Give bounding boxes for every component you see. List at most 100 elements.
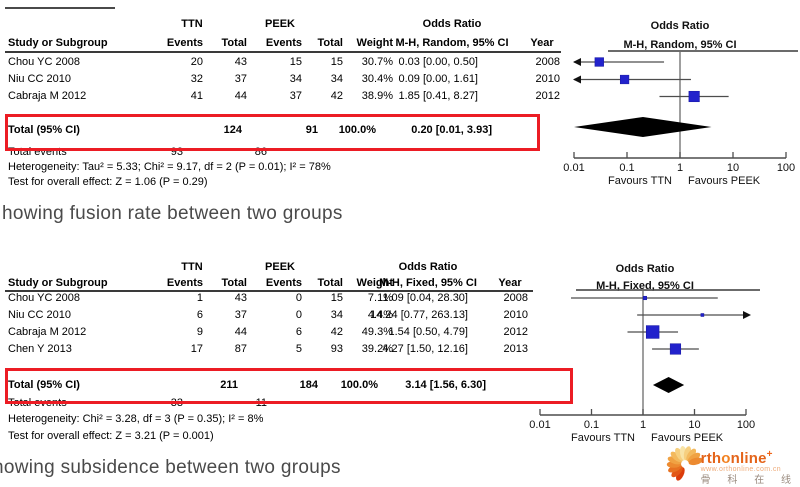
heterogeneity-line: Heterogeneity: Tau² = 5.33; Chi² = 9.17,…	[8, 161, 331, 173]
year-column-header: Year	[530, 37, 554, 49]
logo-petal	[685, 448, 696, 462]
ci-arrow-left	[573, 75, 581, 84]
weight-column-header: Weight	[356, 37, 393, 49]
odds-ratio-ci-value: 0.09 [0.00, 1.61]	[398, 73, 478, 85]
highlight-box-fusion-total	[5, 114, 540, 151]
brand-prefix: rth	[700, 450, 722, 467]
events1-column-header: Events	[166, 277, 203, 289]
watermark-text: rthonline+ www.orthonline.com.cn 骨 科 在 线	[701, 447, 798, 487]
total2-value: 15	[330, 292, 343, 304]
events1-value: 20	[190, 56, 203, 68]
method-column-header: M-H, Random, 95% CI	[395, 37, 509, 49]
events2-value: 37	[289, 90, 302, 102]
total1-value: 44	[234, 90, 247, 102]
x-tick-label: 100	[777, 162, 795, 174]
or-column-title: Odds Ratio	[398, 261, 458, 273]
total1-value: 44	[234, 326, 247, 338]
total1-column-header: Total	[221, 277, 247, 289]
events2-column-header: Events	[265, 37, 302, 49]
table-header-rule	[5, 290, 533, 292]
weight-value: 49.3%	[361, 326, 393, 338]
plot-method-title: M-H, Random, 95% CI	[623, 39, 736, 51]
orthonline-watermark: rthonline+ www.orthonline.com.cn 骨 科 在 线	[663, 443, 798, 487]
total2-value: 34	[330, 73, 343, 85]
odds-ratio-ci-value: 4.27 [1.50, 12.16]	[382, 343, 468, 355]
total2-value: 15	[330, 56, 343, 68]
brand-suffix: nline	[730, 450, 767, 467]
x-tick-label: 1	[677, 162, 683, 174]
study-column-header: Study or Subgroup	[8, 277, 108, 289]
x-tick-label: 10	[727, 162, 739, 174]
brand-plus-icon: +	[766, 449, 773, 460]
odds-ratio-ci-value: 1.54 [0.50, 4.79]	[388, 326, 468, 338]
caption-subsidence: howing subsidence between two groups	[0, 457, 341, 478]
study-marker	[619, 74, 630, 85]
weight-column-header: Weight	[356, 277, 393, 289]
total-row-n2: 91	[305, 124, 318, 136]
events1-value: 41	[190, 90, 203, 102]
pooled-diamond	[652, 377, 685, 393]
favours-left-label: Favours TTN	[608, 175, 672, 187]
year-value: 2013	[503, 343, 528, 355]
events1-value: 6	[196, 309, 203, 321]
crop-artifact-line	[5, 7, 115, 9]
total-row-ci: 3.14 [1.56, 6.30]	[405, 379, 486, 391]
orthonline-logo-icon	[666, 445, 703, 481]
x-tick-label: 0.01	[529, 419, 550, 431]
favours-right-label: Favours PEEK	[651, 432, 724, 444]
year-value: 2010	[503, 309, 528, 321]
events2-value: 5	[295, 343, 302, 355]
x-tick-label: 0.01	[563, 162, 584, 174]
x-tick-label: 10	[688, 419, 700, 431]
group1-header: TTN	[181, 261, 203, 273]
study-name: Niu CC 2010	[8, 73, 71, 85]
logo-petal	[675, 467, 685, 481]
ci-arrow-right	[743, 311, 751, 319]
events2-value: 34	[289, 73, 302, 85]
year-value: 2010	[535, 73, 560, 85]
watermark-brand: rthonline+	[701, 447, 798, 466]
study-name: Chou YC 2008	[8, 56, 80, 68]
study-marker	[688, 90, 700, 103]
year-value: 2012	[503, 326, 528, 338]
study-marker	[645, 325, 660, 339]
total-row-weight: 100.0%	[340, 379, 378, 391]
weight-value: 30.7%	[361, 56, 393, 68]
total1-column-header: Total	[221, 37, 247, 49]
total1-value: 37	[234, 73, 247, 85]
events1-value: 1	[196, 292, 203, 304]
events2-value: 15	[289, 56, 302, 68]
odds-ratio-ci-value: 14.24 [0.77, 263.13]	[370, 309, 468, 321]
year-value: 2008	[535, 56, 560, 68]
total-row-weight: 100.0%	[338, 124, 376, 136]
weight-value: 38.9%	[361, 90, 393, 102]
total2-value: 93	[330, 343, 343, 355]
total-row-label: Total (95% CI)	[8, 124, 80, 136]
total-row-label: Total (95% CI)	[8, 379, 80, 391]
events1-column-header: Events	[166, 37, 203, 49]
total2-value: 42	[330, 326, 343, 338]
total2-value: 42	[330, 90, 343, 102]
method-column-header: M-H, Fixed, 95% CI	[379, 277, 477, 289]
total1-value: 37	[234, 309, 247, 321]
x-tick-label: 0.1	[584, 419, 599, 431]
brand-o: o	[721, 450, 731, 467]
total-row-n1: 124	[223, 124, 242, 136]
weight-value: 39.2%	[361, 343, 393, 355]
highlight-box-subsidence-total	[5, 368, 573, 404]
year-value: 2008	[503, 292, 528, 304]
total1-value: 43	[234, 56, 247, 68]
study-name: Chen Y 2013	[8, 343, 72, 355]
events2-column-header: Events	[265, 277, 302, 289]
favours-left-label: Favours TTN	[571, 432, 635, 444]
odds-ratio-ci-value: 1.85 [0.41, 8.27]	[398, 90, 478, 102]
weight-value: 7.1%	[367, 292, 393, 304]
group1-header: TTN	[181, 18, 203, 30]
odds-ratio-ci-value: 0.03 [0.00, 0.50]	[398, 56, 478, 68]
x-tick-label: 0.1	[619, 162, 634, 174]
total-row-n1: 211	[220, 379, 238, 391]
x-tick-label: 100	[737, 419, 755, 431]
heterogeneity-line: Heterogeneity: Chi² = 3.28, df = 3 (P = …	[8, 413, 264, 425]
events1-value: 32	[190, 73, 203, 85]
